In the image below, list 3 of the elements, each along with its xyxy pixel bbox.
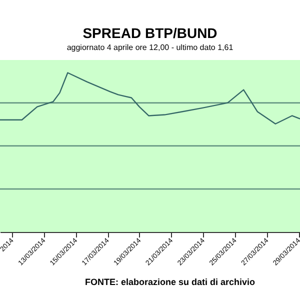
chart-subtitle: aggiornato 4 aprile ore 12,00 - ultimo dato 1,61 [66,43,234,52]
source-note: FONTE: elaborazione su dati di archivio [84,277,256,287]
chart-title: SPREAD BTP/BUND [82,25,218,41]
